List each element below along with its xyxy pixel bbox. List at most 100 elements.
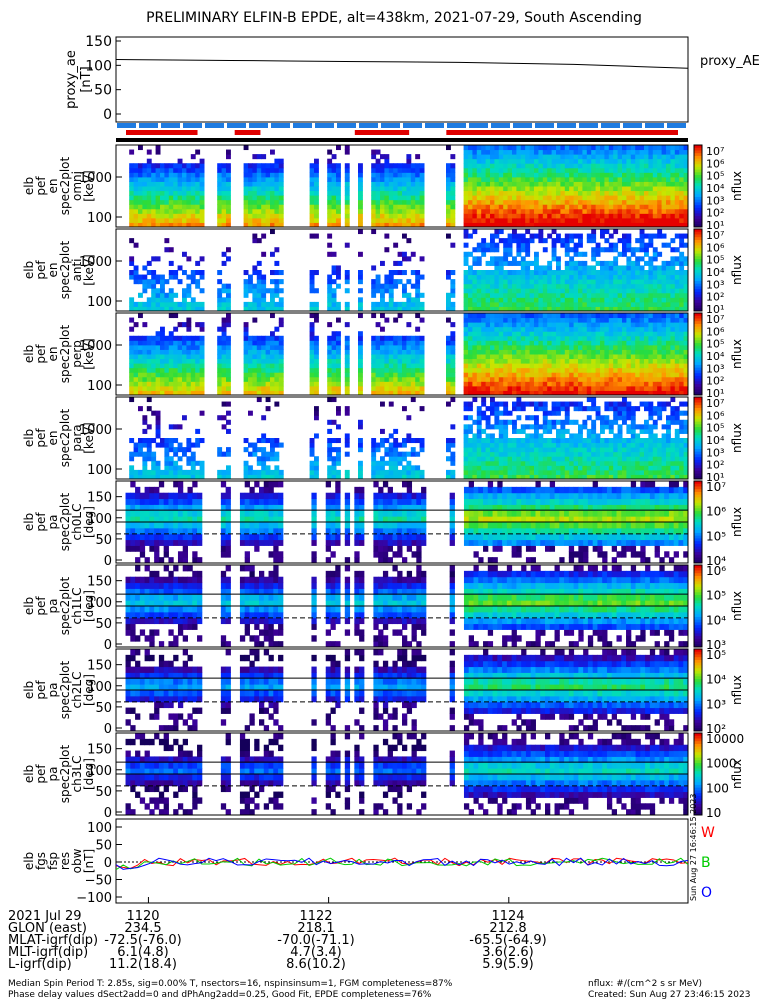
spectrogram-cell: [393, 242, 399, 248]
spectrogram-cell: [666, 367, 671, 373]
spectrogram-cell: [463, 344, 469, 350]
spectrogram-cell: [644, 354, 649, 360]
spectrogram-cell: [380, 217, 385, 223]
spectrogram-cell: [406, 451, 412, 457]
spectrogram-cell: [274, 176, 280, 182]
spectrogram-cell: [468, 297, 473, 303]
spectrogram-cell: [679, 283, 685, 289]
spectrogram-cell: [406, 335, 412, 341]
spectrogram-cell: [652, 279, 658, 285]
spectrogram-cell: [476, 270, 482, 276]
spectrogram-cell: [406, 367, 412, 373]
spectrogram-cell: [463, 251, 469, 257]
spectrogram-cell: [674, 208, 680, 214]
spectrogram-cell: [129, 270, 135, 276]
spectrogram-cell: [327, 469, 333, 475]
spectrogram-cell: [512, 301, 517, 307]
spectrogram-cell: [419, 301, 425, 307]
spectrogram-cell: [397, 260, 403, 266]
spectrogram-cell: [226, 349, 231, 355]
spectrogram-cell: [336, 349, 341, 355]
spectrogram-cell: [494, 322, 500, 328]
spectrogram-cell: [217, 292, 223, 298]
spectrogram-cell: [309, 354, 315, 360]
spectrogram-cell: [674, 381, 680, 387]
spectrogram-cell: [252, 367, 258, 373]
spectrogram-cell: [168, 213, 174, 219]
spectrogram-cell: [498, 265, 504, 271]
spectrogram-cell: [481, 199, 487, 205]
spectrogram-cell: [138, 204, 143, 210]
spectrogram-cell: [243, 363, 249, 369]
spectrogram-cell: [644, 390, 649, 396]
spectrogram-cell: [186, 195, 192, 201]
spectrogram-cell: [512, 190, 517, 196]
spectrogram-cell: [190, 297, 196, 303]
spectrogram-cell: [538, 145, 544, 151]
spectrogram-cell: [309, 195, 315, 201]
spectrogram-cell: [516, 167, 522, 173]
spectrogram-cell: [657, 344, 663, 350]
spectrogram-cell: [195, 349, 201, 355]
spectrogram-cell: [248, 340, 253, 346]
orbit-bar-segment: [271, 123, 290, 128]
spectrogram-cell: [274, 260, 280, 266]
spectrogram-cell: [177, 158, 183, 164]
spectrogram-cell: [182, 381, 187, 387]
spectrogram-cell: [569, 376, 575, 382]
spectrogram-cell: [652, 158, 658, 164]
spectrogram-cell: [195, 167, 201, 173]
spectrogram-cell: [164, 167, 170, 173]
spectrogram-cell: [314, 363, 319, 369]
spectrogram-cell: [314, 317, 319, 323]
spectrogram-cell: [648, 372, 654, 378]
spectrogram-cell: [622, 274, 627, 280]
spectrogram-cell: [507, 208, 513, 214]
spectrogram-cell: [190, 279, 196, 285]
spectrogram-cell: [644, 208, 649, 214]
spectrogram-cell: [402, 438, 407, 444]
spectrogram-cell: [525, 238, 531, 244]
spectrogram-cell: [683, 204, 689, 210]
spectrogram-cell: [551, 149, 557, 155]
spectrogram-cell: [512, 260, 517, 266]
spectrogram-cell: [648, 217, 654, 223]
spectrogram-cell: [243, 195, 249, 201]
spectrogram-cell: [164, 297, 170, 303]
spectrogram-cell: [406, 433, 412, 439]
spectrogram-cell: [494, 301, 500, 307]
spectrogram-cell: [626, 238, 632, 244]
spectrogram-cell: [217, 181, 223, 187]
spectrogram-cell: [630, 217, 636, 223]
spectrogram-cell: [556, 238, 561, 244]
spectrogram-cell: [529, 344, 535, 350]
spectrogram-cell: [129, 372, 135, 378]
spectrogram-cell: [573, 313, 579, 319]
spectrogram-cell: [578, 326, 583, 332]
orbit-bar-segment: [381, 123, 400, 128]
spectrogram-cell: [648, 163, 654, 169]
spectrogram-cell: [199, 469, 205, 475]
spectrogram-cell: [525, 344, 531, 350]
spectrogram-cell: [270, 213, 275, 219]
spectrogram-cell: [595, 163, 601, 169]
spectrogram-cell: [155, 176, 161, 182]
spectrogram-cell: [670, 167, 676, 173]
spectrogram-cell: [626, 358, 632, 364]
spectrogram-cell: [613, 326, 619, 332]
spectrogram-cell: [490, 256, 495, 262]
spectrogram-cell: [278, 213, 284, 219]
spectrogram-cell: [551, 354, 557, 360]
spectrogram-cell: [380, 438, 385, 444]
spectrogram-cell: [626, 199, 632, 205]
orbit-bar-segment: [337, 123, 356, 128]
spectrogram-cell: [129, 172, 135, 178]
spectrogram-cell: [226, 474, 231, 480]
spectrogram-cell: [639, 238, 645, 244]
spectrogram-cell: [617, 372, 623, 378]
spectrogram-cell: [644, 376, 649, 382]
spectrogram-cell: [547, 149, 553, 155]
spectrogram-cell: [507, 213, 513, 219]
spectrogram-cell: [142, 349, 148, 355]
spectrogram-cell: [670, 279, 676, 285]
